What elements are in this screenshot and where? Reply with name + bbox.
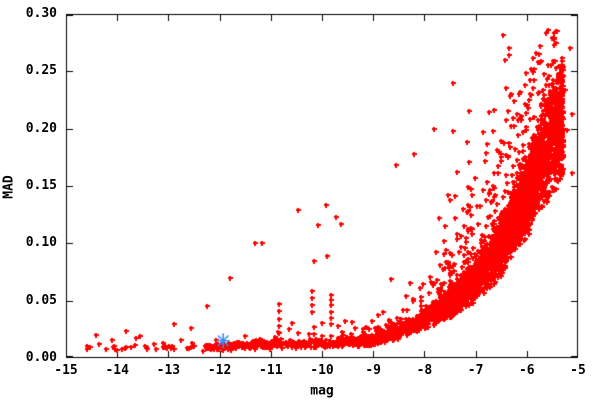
x-tick-label: -6 — [518, 363, 535, 378]
y-tick-label: 0.25 — [25, 63, 57, 79]
y-tick-label: 0.20 — [25, 120, 57, 136]
x-tick-label: -13 — [156, 363, 181, 378]
x-tick-label: -15 — [54, 363, 78, 378]
y-tick-label: 0.05 — [25, 292, 57, 308]
y-tick-label: 0.30 — [25, 6, 57, 21]
x-axis-label: mag — [310, 383, 334, 399]
x-tick-label: -12 — [207, 363, 232, 378]
y-tick-label: 0.00 — [25, 350, 57, 365]
x-tick-label: -10 — [310, 363, 334, 378]
x-tick-label: -5 — [570, 363, 586, 378]
x-tick-label: -11 — [259, 363, 283, 378]
x-tick-label: -7 — [467, 363, 484, 378]
x-tick-label: -8 — [416, 363, 433, 378]
x-tick-label: -9 — [365, 363, 382, 378]
x-tick-label: -14 — [105, 363, 129, 378]
y-tick-label: 0.15 — [25, 178, 57, 193]
y-tick-label: 0.10 — [25, 235, 57, 251]
